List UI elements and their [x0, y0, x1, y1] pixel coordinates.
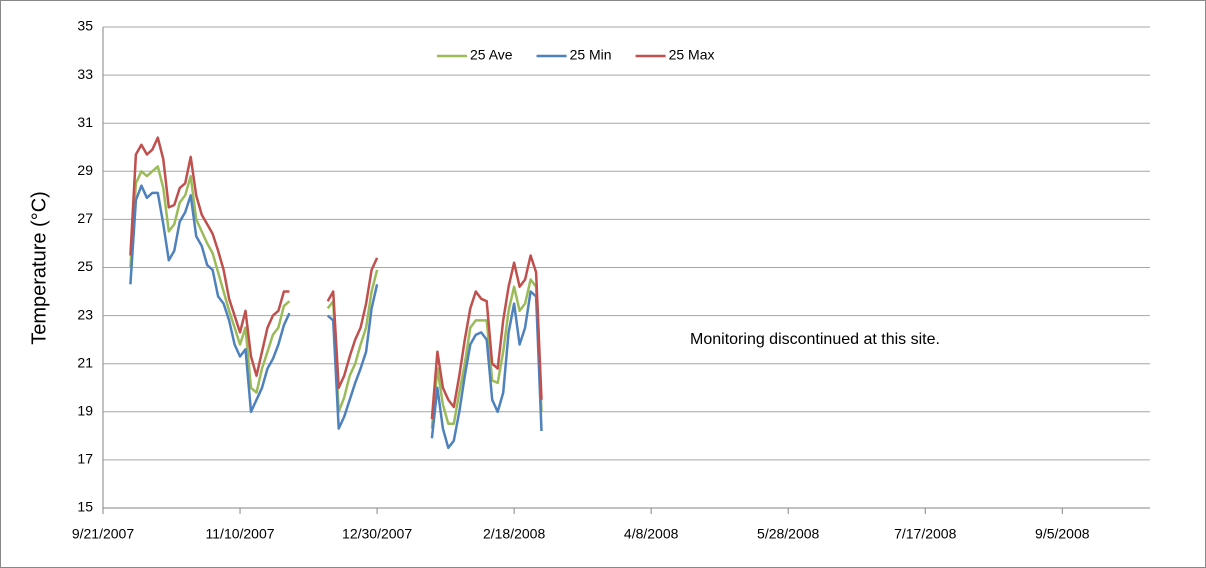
- y-tick-label: 21: [77, 354, 93, 370]
- legend-label: 25 Min: [570, 47, 612, 63]
- y-tick-label: 17: [77, 451, 93, 467]
- y-tick-label: 29: [77, 162, 93, 178]
- x-tick-label: 11/10/2007: [206, 526, 275, 542]
- series-line: [129, 136, 543, 420]
- x-tick-label: 7/17/2008: [894, 526, 956, 542]
- legend-label: 25 Max: [669, 47, 715, 63]
- x-tick-label: 9/5/2008: [1035, 526, 1090, 542]
- y-tick-label: 25: [77, 258, 93, 274]
- y-tick-label: 31: [77, 114, 93, 130]
- series-line: [129, 184, 543, 450]
- legend-label: 25 Ave: [470, 47, 513, 63]
- y-tick-label: 27: [77, 210, 93, 226]
- x-tick-label: 4/8/2008: [624, 526, 679, 542]
- annotation: Monitoring discontinued at this site.: [690, 331, 940, 348]
- y-axis-label: Temperature (°C): [28, 191, 50, 345]
- x-tick-label: 2/18/2008: [483, 526, 545, 542]
- x-tick-label: 12/30/2007: [342, 526, 412, 542]
- y-tick-label: 35: [77, 18, 93, 34]
- y-tick-label: 19: [77, 403, 93, 419]
- y-tick-label: 15: [77, 499, 93, 515]
- x-tick-label: 9/21/2007: [72, 526, 134, 542]
- y-tick-label: 23: [77, 306, 93, 322]
- y-tick-label: 33: [77, 66, 93, 82]
- x-tick-label: 5/28/2008: [757, 526, 819, 542]
